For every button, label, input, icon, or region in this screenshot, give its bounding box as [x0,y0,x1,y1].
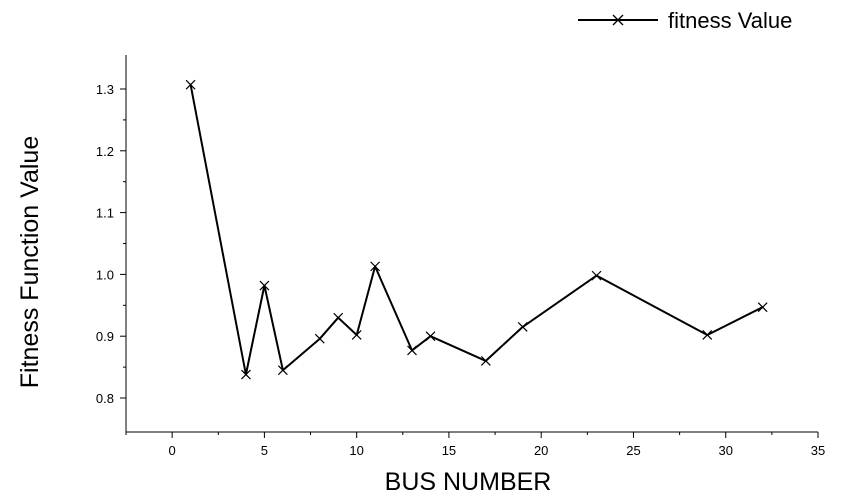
y-tick-label: 0.8 [96,391,114,406]
data-point-x-marker [185,79,196,90]
data-point-x-marker [702,330,713,340]
data-point-x-marker [370,261,381,272]
axes [125,55,818,433]
y-tick-label: 1.1 [96,206,114,221]
x-ticks: 0 5 10 15 20 25 30 35 [125,432,825,458]
legend: fitness Value [578,8,792,33]
y-tick-label: 0.9 [96,329,114,344]
data-point-x-marker [259,280,270,291]
y-tick-label: 1.0 [96,267,114,282]
x-tick-label: 5 [261,443,268,458]
data-point-x-marker [517,322,528,332]
data-point-x-marker [425,331,436,342]
x-tick-label: 10 [349,443,363,458]
x-tick-label: 15 [442,443,456,458]
data-point-x-marker [241,369,251,380]
series-line [189,84,764,376]
x-axis-label: BUS NUMBER [385,468,552,496]
data-point-x-marker [277,365,288,376]
data-point-x-marker [757,302,768,313]
legend-x-marker-icon [612,14,624,26]
y-tick-label: 1.3 [96,82,114,97]
series-layer [185,79,768,380]
y-axis-label: Fitness Function Value [16,136,44,388]
x-tick-label: 25 [626,443,640,458]
x-tick-label: 35 [811,443,825,458]
x-tick-label: 0 [169,443,176,458]
y-ticks: 0.8 0.9 1.0 1.1 1.2 1.3 [96,82,126,406]
x-tick-label: 30 [718,443,732,458]
data-point-x-marker [480,356,491,366]
data-point-x-marker [591,270,602,281]
y-tick-label: 1.2 [96,144,114,159]
legend-label: fitness Value [668,8,792,33]
data-point-x-marker [314,333,325,344]
data-point-x-marker [407,345,417,356]
data-point-x-marker [351,330,362,340]
x-tick-label: 20 [534,443,548,458]
data-point-x-marker [333,312,344,323]
